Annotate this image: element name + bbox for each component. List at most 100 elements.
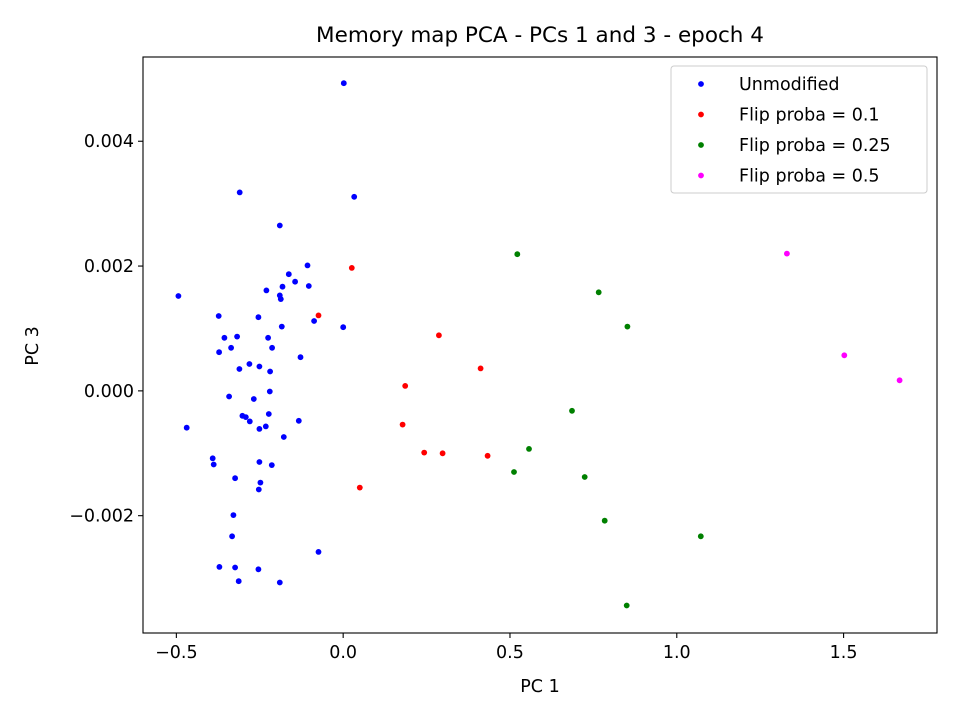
series-0: [175, 80, 358, 586]
data-point: [265, 411, 272, 417]
x-tick-label: −0.5: [155, 643, 198, 663]
data-point: [256, 459, 263, 465]
data-point: [232, 475, 239, 482]
data-point: [304, 262, 311, 269]
data-point: [297, 354, 304, 361]
data-point: [269, 344, 275, 351]
data-point: [250, 396, 257, 402]
data-point: [601, 517, 608, 524]
data-point: [511, 469, 517, 475]
series-3: [784, 250, 903, 384]
data-point: [348, 265, 355, 271]
x-axis-label: PC 1: [520, 677, 559, 697]
series-1: [315, 265, 491, 491]
data-point: [255, 314, 262, 321]
data-point: [784, 250, 790, 257]
data-point: [266, 388, 273, 395]
y-tick-label: −0.002: [69, 507, 134, 527]
series-2: [511, 251, 704, 609]
data-point: [421, 449, 428, 456]
data-point: [263, 287, 270, 294]
data-point: [351, 193, 358, 200]
data-point: [242, 414, 249, 420]
data-point: [514, 251, 521, 258]
data-point: [402, 383, 409, 389]
data-point: [399, 421, 406, 428]
data-point: [210, 461, 217, 468]
data-point: [277, 296, 284, 302]
data-point: [255, 566, 262, 573]
data-point: [276, 222, 283, 229]
x-tick-label: 1.5: [830, 643, 858, 663]
y-tick-label: 0.002: [84, 257, 134, 277]
data-point: [484, 452, 491, 459]
data-point: [595, 289, 602, 296]
x-axis: −0.5 0.0 0.5 1.0 1.5: [155, 633, 858, 663]
data-point: [175, 293, 182, 299]
legend-marker: [698, 142, 704, 148]
data-point: [624, 323, 631, 330]
data-point: [340, 324, 347, 331]
axes-border: [142, 56, 938, 634]
plot-area: [175, 80, 903, 609]
data-point: [356, 484, 363, 491]
x-tick-label: 1.0: [663, 643, 691, 663]
data-point: [234, 333, 241, 340]
data-point: [305, 283, 312, 289]
data-point: [256, 363, 263, 370]
data-point: [268, 462, 275, 468]
data-point: [255, 486, 262, 493]
data-point: [292, 278, 298, 285]
data-point: [267, 368, 273, 375]
y-axis: −0.002 0.000 0.002 0.004: [69, 132, 143, 527]
data-point: [236, 366, 243, 372]
data-point: [280, 434, 287, 440]
data-point: [581, 474, 588, 480]
data-point: [315, 312, 322, 319]
y-axis-label: PC 3: [23, 326, 43, 365]
x-tick-label: 0.5: [496, 643, 524, 663]
data-point: [209, 455, 216, 462]
data-point: [246, 418, 253, 425]
data-point: [228, 344, 235, 351]
data-point: [623, 602, 630, 609]
data-point: [226, 393, 233, 400]
axes-frame: [142, 56, 938, 634]
data-point: [183, 424, 190, 431]
data-point: [439, 450, 446, 457]
data-point: [246, 361, 253, 367]
data-point: [569, 407, 575, 414]
y-tick-label: 0.004: [84, 132, 134, 152]
data-point: [232, 564, 239, 571]
data-point: [278, 323, 285, 330]
data-point: [295, 417, 302, 424]
legend-marker: [698, 111, 704, 118]
data-point: [235, 578, 242, 585]
data-point: [216, 564, 223, 570]
data-point: [436, 332, 442, 339]
legend-label: Unmodified: [739, 75, 840, 95]
legend-marker: [698, 172, 704, 179]
legend-box: [670, 65, 928, 194]
data-point: [276, 579, 283, 586]
data-point: [285, 271, 292, 278]
legend-marker: [698, 81, 704, 87]
data-point: [236, 189, 243, 196]
data-point: [526, 446, 532, 452]
data-point: [230, 512, 237, 518]
x-tick-label: 0.0: [329, 643, 357, 663]
legend-label: Flip proba = 0.5: [739, 167, 880, 187]
data-point: [256, 426, 263, 432]
legend: Unmodified Flip proba = 0.1 Flip proba = 0…: [670, 65, 928, 194]
data-point: [697, 533, 704, 540]
data-point: [229, 533, 236, 540]
data-point: [311, 318, 317, 324]
data-point: [215, 313, 222, 319]
data-point: [340, 80, 347, 87]
data-point: [477, 365, 484, 372]
chart-title: Memory map PCA - PCs 1 and 3 - epoch 4: [316, 23, 764, 48]
data-point: [841, 352, 848, 359]
data-point: [262, 423, 269, 430]
legend-label: Flip proba = 0.1: [739, 106, 880, 126]
